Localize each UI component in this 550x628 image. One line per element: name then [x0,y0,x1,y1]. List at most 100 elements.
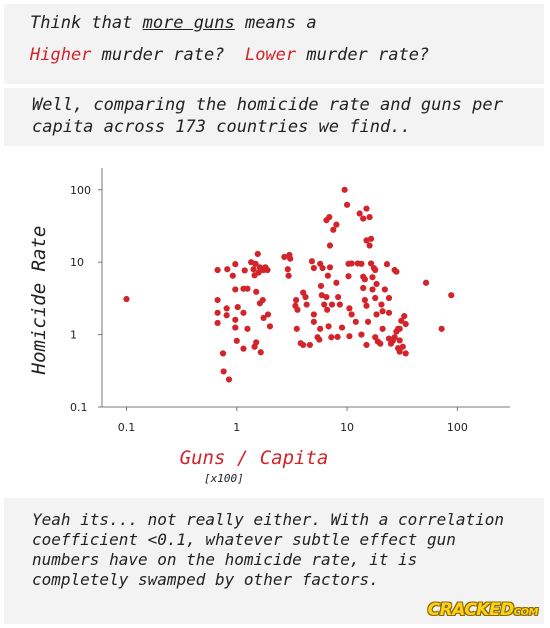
data-point [366,242,373,249]
x-axis-sublabel: [x100] [204,472,244,485]
data-point [328,334,335,341]
data-point [343,201,351,208]
data-point [385,294,393,302]
data-point [214,309,221,316]
data-point [348,260,355,267]
logo-main: CRACKED [427,600,515,620]
header-line1-end: means a [234,13,317,33]
data-point [338,324,346,331]
data-point [328,301,336,308]
data-point [233,337,240,344]
scatter-chart: 0.1 1 10 100 0.1 1 10 100 Homicide Rate Guns / Ca… [28,168,510,485]
data-point [223,312,230,319]
data-point [214,319,221,327]
data-point [266,323,274,330]
data-point [383,261,391,268]
lower-word: Lower [244,45,297,65]
y-tick-label: 1 [70,329,77,342]
data-point [321,301,328,308]
data-point [333,221,340,228]
data-point [401,313,408,320]
data-point [229,272,236,279]
data-point [303,301,310,308]
data-point [254,250,261,258]
header-line-1: Think that more guns means a [30,12,518,34]
data-point [396,337,403,344]
data-point [334,333,341,340]
data-point [361,276,368,283]
data-point [385,309,393,316]
data-point [220,368,227,375]
data-point [219,350,227,357]
y-tick-label: 10 [70,256,84,269]
data-point [402,350,409,357]
data-point [264,311,272,318]
x-tick-label: 1 [233,421,240,434]
data-point [308,258,316,265]
data-point [241,267,248,274]
header-underlined-phrase: more guns [142,13,235,33]
data-point [373,280,380,288]
data-point [373,311,380,318]
data-point [234,303,241,311]
data-point [381,286,388,293]
data-point [367,235,375,242]
data-point [214,266,221,274]
data-point [391,334,398,341]
data-point [364,318,372,325]
data-point [335,293,342,301]
data-point [372,294,379,302]
data-point [294,306,301,313]
data-point [422,279,430,286]
y-tick-label: 100 [70,184,91,197]
data-point [326,242,334,249]
data-point [284,266,291,273]
data-point [306,341,313,349]
data-point [369,274,376,281]
data-point [224,266,231,273]
data-point [317,325,324,332]
data-point [402,320,409,328]
data-point [336,301,343,308]
data-point [372,266,379,274]
intro-panel: Well, comparing the homicide rate and gu… [4,88,544,146]
data-point [366,213,373,221]
data-point [396,348,403,355]
data-point [330,226,337,233]
x-tick-label: 100 [447,421,468,434]
data-point [225,376,233,383]
data-point [319,264,326,272]
data-point [333,279,340,286]
data-point [345,273,352,280]
data-point [255,269,262,276]
chart-panel: 0.1 1 10 100 0.1 1 10 100 Homicide Rate Guns / Ca… [4,150,544,494]
data-point [325,323,332,330]
data-point [358,331,365,338]
data-point [292,296,300,304]
data-point [360,215,367,222]
data-point [260,314,267,322]
cracked-logo: CRACKEDCOM [427,600,539,620]
data-point [326,213,333,221]
data-point [393,268,400,275]
data-point [250,266,257,273]
data-point [341,186,348,193]
data-point [285,272,292,279]
data-point [360,284,367,292]
data-point [326,264,334,271]
data-point [257,349,264,356]
conclusion-text: Yeah its... not really either. With a co… [32,510,505,589]
data-point [310,311,317,318]
header-line2-mid: murder rate? [91,45,245,65]
data-point [324,306,331,313]
data-point [310,264,317,272]
data-point [367,260,375,267]
data-point [356,210,363,217]
data-point [232,286,239,293]
data-point [256,300,263,307]
data-point [379,325,386,332]
data-point [302,293,309,301]
y-axis-label: Homicide Rate [28,226,50,376]
header-line1-start: Think that [30,13,143,33]
y-tick-label: 0.1 [70,401,88,414]
